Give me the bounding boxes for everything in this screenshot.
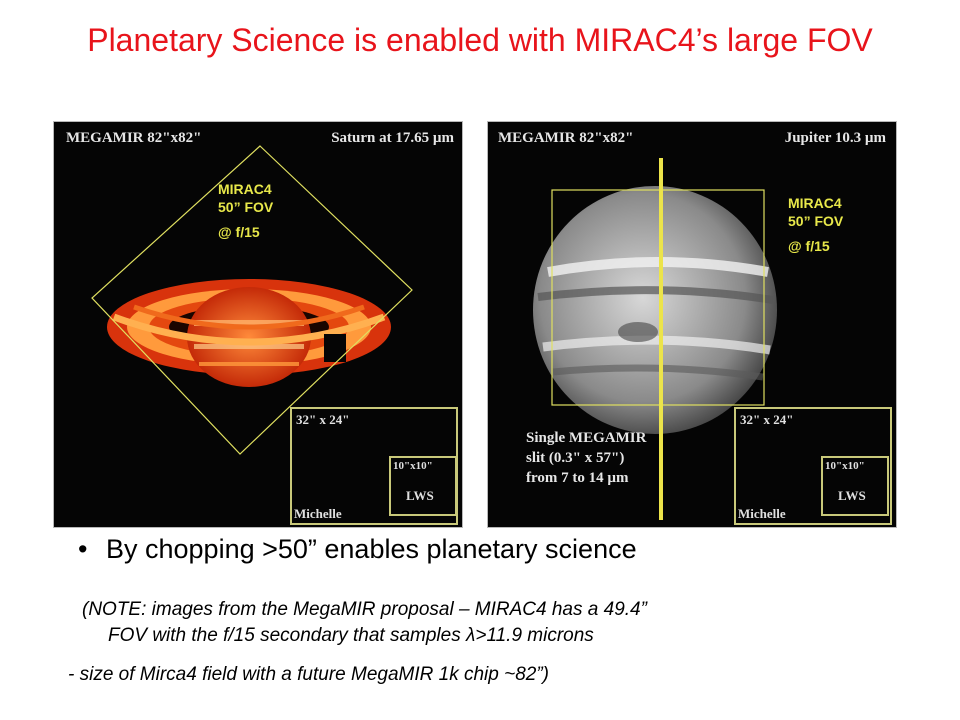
bullet-point: • By chopping >50” enables planetary scie… — [78, 534, 637, 565]
fov-label-line2: 50” FOV — [788, 213, 844, 229]
slit-line2: slit (0.3" x 57") — [526, 450, 625, 466]
jupiter-body — [533, 186, 777, 434]
lws-fov-box — [821, 456, 889, 516]
michelle-fov-box — [290, 407, 458, 525]
note-line1: (NOTE: images from the MegaMIR proposal … — [82, 599, 647, 620]
michelle-label: Michelle — [294, 506, 342, 521]
michelle-label: Michelle — [738, 506, 786, 521]
fov-label-line3: @ f/15 — [218, 224, 260, 240]
michelle-fov-box — [734, 407, 892, 525]
jupiter-header-right: Jupiter 10.3 µm — [784, 130, 886, 146]
fov-label-line1: MIRAC4 — [218, 181, 272, 197]
michelle-box-size: 32" x 24" — [296, 412, 350, 427]
fov-label-line1: MIRAC4 — [788, 195, 842, 211]
jupiter-figure — [533, 158, 777, 520]
note-text: (NOTE: images from the MegaMIR proposal … — [82, 597, 912, 649]
lws-fov-box — [389, 456, 457, 516]
michelle-box-size: 32" x 24" — [740, 412, 794, 427]
fov-label-line3: @ f/15 — [788, 238, 830, 254]
saturn-header-right: Saturn at 17.65 µm — [331, 130, 454, 146]
saturn-header-left: MEGAMIR 82"x82" — [66, 130, 202, 146]
jupiter-fov-label: MIRAC4 50” FOV @ f/15 — [788, 194, 843, 255]
jupiter-image-panel: MEGAMIR 82"x82" Jupiter 10.3 µm MIRAC4 5… — [487, 121, 897, 528]
slit-description: Single MEGAMIR slit (0.3" x 57") from 7 … — [526, 428, 646, 488]
saturn-image-panel: MEGAMIR 82"x82" Saturn at 17.65 µm MIRAC… — [53, 121, 463, 528]
fov-label-line2: 50” FOV — [218, 199, 274, 215]
bullet-dot: • — [78, 534, 88, 564]
slit-line1: Single MEGAMIR — [526, 430, 647, 446]
mirac4-fov-square — [91, 145, 413, 455]
slit-line3: from 7 to 14 µm — [526, 470, 629, 486]
mirac4-fov-square — [551, 189, 765, 406]
saturn-fov-label: MIRAC4 50” FOV @ f/15 — [218, 180, 273, 241]
lws-label: LWS — [838, 488, 866, 503]
note-line2: FOV with the f/15 secondary that samples… — [108, 625, 594, 646]
bullet-text: By chopping >50” enables planetary scien… — [106, 534, 637, 564]
slide-title: Planetary Science is enabled with MIRAC4… — [87, 22, 873, 58]
saturn-figure — [91, 145, 413, 455]
lws-label: LWS — [406, 488, 434, 503]
note-line3: - size of Mirca4 field with a future Meg… — [68, 664, 549, 685]
lws-box-size: 10"x10" — [825, 460, 865, 472]
jupiter-header-left: MEGAMIR 82"x82" — [498, 130, 634, 146]
lws-box-size: 10"x10" — [393, 460, 433, 472]
